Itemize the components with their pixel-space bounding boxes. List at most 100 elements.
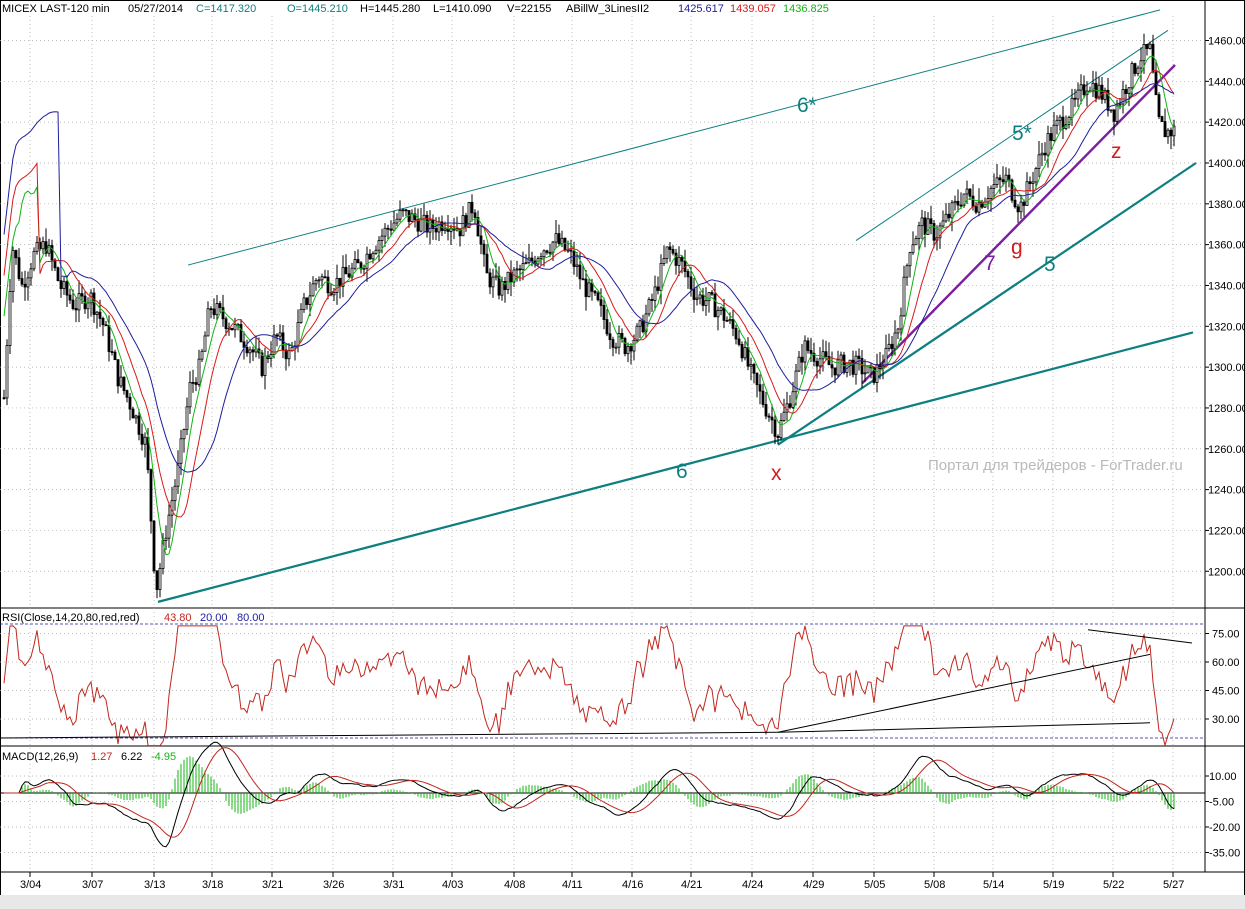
rsi-tick-label: 30.00 (1212, 714, 1240, 726)
indicator-label: ABillW_3LinesII2 (566, 3, 649, 15)
candle-body (116, 359, 120, 387)
candle-body (926, 218, 930, 235)
trendline-6-star (187, 9, 1161, 266)
candle-body (209, 308, 213, 311)
rsi-tick-label: 60.00 (1212, 657, 1240, 669)
candle-body (419, 218, 423, 232)
symbol-label: MICEX LAST-120 min (2, 3, 110, 15)
candle-body (959, 204, 963, 207)
candle-body (815, 360, 819, 367)
candle-body (332, 292, 336, 296)
candle-body (1058, 116, 1062, 121)
candle-body (140, 433, 144, 445)
candle-body (179, 438, 183, 464)
candle-body (524, 262, 528, 265)
candle-body (878, 364, 882, 370)
candle-body (1043, 152, 1047, 156)
candle-body (74, 308, 78, 311)
candle-body (821, 351, 825, 360)
candle-body (758, 384, 762, 392)
candle-body (305, 297, 309, 305)
candle-body (338, 277, 342, 287)
candle-body (746, 347, 750, 367)
candle-body (539, 256, 543, 260)
candle-body (755, 372, 759, 386)
candle-body (62, 281, 66, 290)
x-tick-label: 3/18 (202, 879, 223, 891)
annotation-5: 5 (1044, 253, 1056, 276)
macd-label: MACD(12,26,9) (2, 751, 78, 763)
macd-value-2: 6.22 (121, 751, 142, 763)
candle-body (659, 263, 663, 291)
candle-body (113, 351, 117, 361)
scrollbar-track (0, 895, 1245, 909)
candle-body (620, 333, 624, 339)
candle-body (413, 213, 417, 221)
candle-body (215, 303, 219, 316)
candle-body (791, 391, 795, 408)
candle-body (707, 292, 711, 302)
rsi-tick-label: 75.00 (1212, 629, 1240, 641)
candle-body (344, 266, 348, 275)
open-value: O=1445.210 (287, 3, 348, 15)
macd-line (4, 741, 1175, 848)
candle-body (428, 219, 432, 233)
y-tick-label: 1320.00 (1208, 321, 1245, 333)
candle-body (593, 290, 597, 294)
candle-body (923, 217, 927, 235)
candle-body (887, 343, 891, 349)
candle-body (197, 358, 201, 385)
high-value: H=1445.280 (360, 3, 420, 15)
rsi-low-level: 20.00 (200, 612, 228, 624)
watermark: Портал для трейдеров - ForTrader.ru (928, 457, 1183, 474)
candle-body (362, 267, 366, 270)
candle-body (734, 327, 738, 340)
macd-tick-label: -20.00 (1209, 822, 1240, 834)
candle-body (500, 281, 504, 296)
candle-body (629, 346, 633, 352)
candle-body (32, 250, 36, 270)
candle-body (668, 246, 672, 250)
candle-body (908, 252, 912, 267)
candle-body (653, 286, 657, 301)
candle-body (911, 244, 915, 254)
candle-body (584, 278, 588, 298)
candle-body (341, 266, 345, 287)
candle-body (692, 288, 696, 300)
candle-body (122, 376, 126, 391)
candle-body (107, 325, 111, 352)
candle-body (941, 220, 945, 227)
candle-body (779, 420, 783, 438)
candle-body (494, 275, 498, 278)
candle-body (491, 276, 495, 288)
low-value: L=1410.090 (433, 3, 491, 15)
candle-body (434, 228, 438, 233)
candle-body (68, 294, 72, 301)
candle-body (749, 364, 753, 367)
candle-body (1118, 103, 1122, 106)
macd-tick-label: 10.00 (1209, 771, 1237, 783)
candle-body (158, 568, 162, 590)
candle-body (818, 358, 822, 367)
candle-body (1139, 60, 1143, 69)
candle-body (1076, 89, 1080, 100)
candle-body (467, 201, 471, 229)
y-tick-label: 1420.00 (1208, 117, 1245, 129)
candle-body (221, 307, 225, 320)
candle-body (260, 352, 264, 376)
annotation-z: z (1111, 140, 1122, 163)
candle-body (53, 259, 57, 269)
rsi-label: RSI(Close,14,20,80,red,red) (2, 612, 140, 624)
candle-body (1079, 84, 1083, 91)
candle-body (1022, 201, 1026, 206)
candle-body (953, 200, 957, 204)
candle-body (689, 276, 693, 290)
candle-body (797, 356, 801, 372)
candle-body (614, 346, 618, 349)
x-tick-label: 3/07 (82, 879, 103, 891)
candle-body (1109, 109, 1113, 112)
candle-body (671, 249, 675, 254)
candle-body (752, 364, 756, 374)
